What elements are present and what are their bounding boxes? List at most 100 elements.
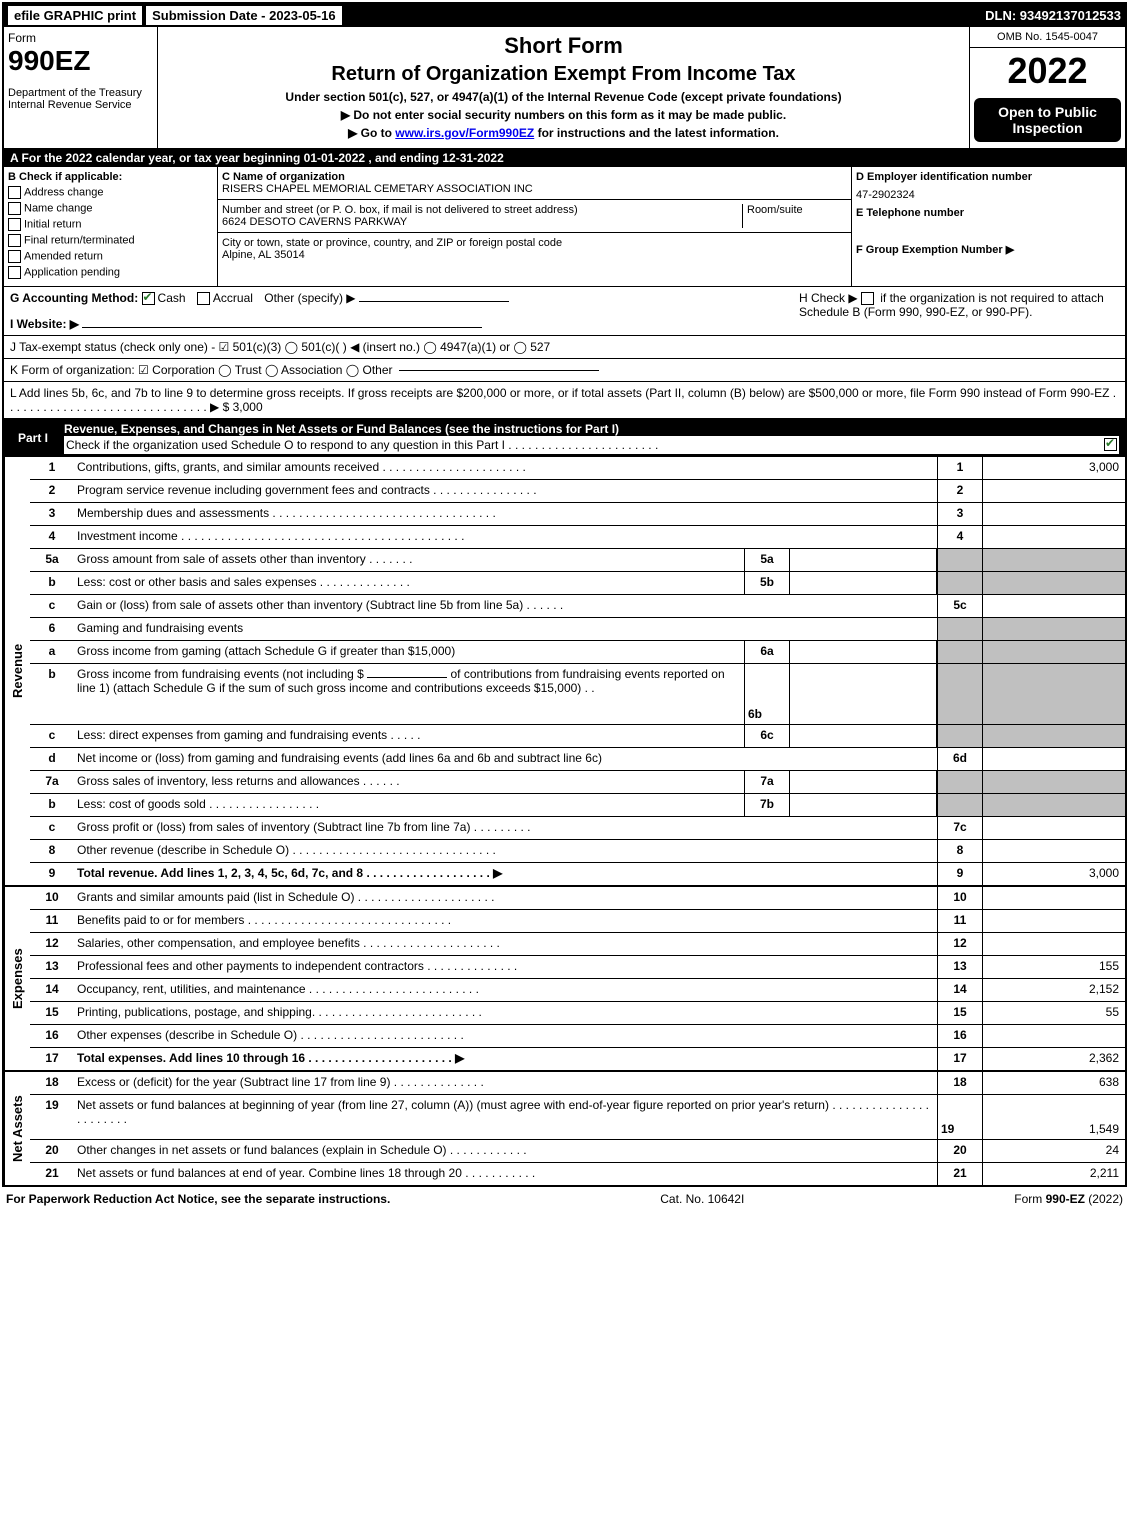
column-d: D Employer identification number 47-2902… [852,167,1125,286]
line-g-h: G Accounting Method: Cash Accrual Other … [4,287,1125,336]
chk-amended-return[interactable] [8,250,21,263]
r18-desc: Excess or (deficit) for the year (Subtra… [74,1072,937,1094]
r19-val: 1,549 [982,1095,1125,1139]
irs-link[interactable]: www.irs.gov/Form990EZ [395,126,534,140]
chk-accrual[interactable] [197,292,210,305]
submission-date: Submission Date - 2023-05-16 [146,6,342,25]
chk-final-return[interactable] [8,234,21,247]
instr2-pre: ▶ Go to [348,126,395,140]
line-g-label: G Accounting Method: [10,291,138,305]
footer-right: Form 990-EZ (2022) [1014,1192,1123,1206]
line-i-label: I Website: ▶ [10,317,79,331]
r14-num: 14 [30,979,74,1001]
r17-rnum: 17 [937,1048,982,1070]
ein-label: D Employer identification number [856,171,1121,183]
chk-label-3: Final return/terminated [24,234,135,246]
r6c-mn: 6c [744,725,790,747]
tel-label: E Telephone number [856,207,1121,219]
r6b-num: b [30,664,74,724]
r7b-desc: Less: cost of goods sold . . . . . . . .… [74,794,744,816]
other-label: Other (specify) ▶ [264,291,355,305]
r7b-mn: 7b [744,794,790,816]
net-assets-side-label: Net Assets [4,1072,30,1185]
r6d-desc: Net income or (loss) from gaming and fun… [74,748,937,770]
header-left: Form 990EZ Department of the Treasury In… [4,27,158,148]
r18-rnum: 18 [937,1072,982,1094]
r1-rnum: 1 [937,457,982,479]
r12-rnum: 12 [937,933,982,955]
r15-val: 55 [982,1002,1125,1024]
chk-name-change[interactable] [8,202,21,215]
chk-application-pending[interactable] [8,266,21,279]
line-h: H Check ▶ if the organization is not req… [799,291,1119,319]
header-center: Short Form Return of Organization Exempt… [158,27,969,148]
line-j: J Tax-exempt status (check only one) - ☑… [4,336,1125,359]
r7c-desc: Gross profit or (loss) from sales of inv… [74,817,937,839]
r5a-desc: Gross amount from sale of assets other t… [74,549,744,571]
r3-desc: Membership dues and assessments . . . . … [74,503,937,525]
chk-address-change[interactable] [8,186,21,199]
chk-schedule-b[interactable] [861,292,874,305]
r19-desc: Net assets or fund balances at beginning… [74,1095,937,1139]
r6c-desc: Less: direct expenses from gaming and fu… [74,725,744,747]
r21-desc: Net assets or fund balances at end of ye… [74,1163,937,1185]
r2-val [982,480,1125,502]
part1-check-line: Check if the organization used Schedule … [66,438,658,452]
r10-desc: Grants and similar amounts paid (list in… [74,887,937,909]
r12-desc: Salaries, other compensation, and employ… [74,933,937,955]
dln-number: DLN: 93492137012533 [985,8,1121,23]
r13-num: 13 [30,956,74,978]
r6d-val [982,748,1125,770]
r13-val: 155 [982,956,1125,978]
short-form-title: Short Form [166,33,961,59]
accrual-label: Accrual [213,291,253,305]
part1-header: Part I Revenue, Expenses, and Changes in… [4,419,1125,457]
r11-val [982,910,1125,932]
r13-desc: Professional fees and other payments to … [74,956,937,978]
r1-desc: Contributions, gifts, grants, and simila… [74,457,937,479]
r6c-num: c [30,725,74,747]
form-word: Form [8,31,153,45]
r16-rnum: 16 [937,1025,982,1047]
r6-num: 6 [30,618,74,640]
r15-rnum: 15 [937,1002,982,1024]
chk-label-2: Initial return [24,218,81,230]
r3-val [982,503,1125,525]
r6b-desc: Gross income from fundraising events (no… [74,664,744,724]
instruction-1: ▶ Do not enter social security numbers o… [166,108,961,122]
r2-num: 2 [30,480,74,502]
r12-val [982,933,1125,955]
footer-left: For Paperwork Reduction Act Notice, see … [6,1192,390,1206]
r13-rnum: 13 [937,956,982,978]
r3-rnum: 3 [937,503,982,525]
r20-rnum: 20 [937,1140,982,1162]
r4-val [982,526,1125,548]
revenue-section: Revenue 1Contributions, gifts, grants, a… [4,457,1125,887]
chk-initial-return[interactable] [8,218,21,231]
r8-rnum: 8 [937,840,982,862]
r11-num: 11 [30,910,74,932]
chk-cash[interactable] [142,292,155,305]
column-b: B Check if applicable: Address change Na… [4,167,218,286]
r14-desc: Occupancy, rent, utilities, and maintena… [74,979,937,1001]
efile-print-button[interactable]: efile GRAPHIC print [8,6,142,25]
r10-num: 10 [30,887,74,909]
chk-schedule-o[interactable] [1104,438,1117,451]
r2-desc: Program service revenue including govern… [74,480,937,502]
r5b-num: b [30,572,74,594]
r7c-rnum: 7c [937,817,982,839]
r6d-num: d [30,748,74,770]
part1-label: Part I [10,429,56,447]
r5c-num: c [30,595,74,617]
r20-val: 24 [982,1140,1125,1162]
expenses-section: Expenses 10Grants and similar amounts pa… [4,887,1125,1072]
r1-val: 3,000 [982,457,1125,479]
r17-num: 17 [30,1048,74,1070]
cash-label: Cash [158,291,186,305]
r11-desc: Benefits paid to or for members . . . . … [74,910,937,932]
r8-num: 8 [30,840,74,862]
revenue-side-label: Revenue [4,457,30,885]
chk-label-4: Amended return [24,250,103,262]
section-a: A For the 2022 calendar year, or tax yea… [4,149,1125,167]
r16-val [982,1025,1125,1047]
